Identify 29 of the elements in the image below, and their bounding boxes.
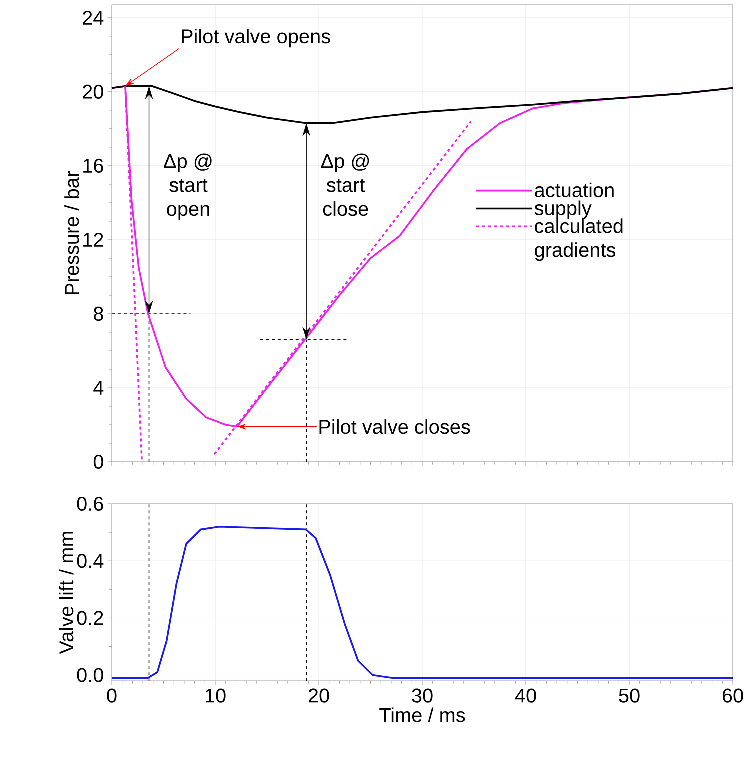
y-tick-label: 0 bbox=[94, 454, 104, 470]
x-tick-label: 0 bbox=[107, 688, 117, 703]
x-tick-label: 30 bbox=[412, 688, 433, 703]
y-tick-label: 0.2 bbox=[77, 611, 104, 626]
x-tick-label: 10 bbox=[206, 688, 226, 703]
line-series bbox=[111, 526, 734, 680]
y-axis-title: Pressure / bar bbox=[64, 171, 80, 294]
x-tick-label: 60 bbox=[722, 688, 744, 703]
y-tick-label: 16 bbox=[84, 158, 104, 174]
y-axis-title: Valve lift / mm bbox=[59, 532, 74, 654]
x-axis-title: Time / ms bbox=[380, 708, 466, 722]
annotation: Δp @ start close bbox=[321, 154, 370, 216]
y-tick-label: 8 bbox=[94, 306, 104, 322]
annotation: Pilot valve closes bbox=[320, 420, 470, 434]
y-tick-label: 0.0 bbox=[77, 668, 104, 682]
y-tick-label: 0.4 bbox=[77, 554, 104, 568]
annotation: Δp @ start open bbox=[164, 154, 212, 220]
y-tick-label: 0.6 bbox=[77, 496, 104, 512]
x-tick-label: 40 bbox=[515, 688, 536, 703]
y-tick-label: 20 bbox=[83, 84, 104, 99]
legend-label: supply bbox=[534, 200, 592, 220]
legend-label: calculated gradients bbox=[535, 218, 623, 262]
x-tick-label: 50 bbox=[619, 688, 640, 703]
y-tick-label: 24 bbox=[83, 10, 104, 25]
legend-label: actuation bbox=[535, 182, 614, 198]
y-tick-label: 12 bbox=[84, 233, 104, 247]
x-tick-label: 20 bbox=[308, 688, 330, 703]
annotation: Pilot valve opens bbox=[182, 29, 330, 48]
y-tick-label: 4 bbox=[94, 381, 104, 395]
